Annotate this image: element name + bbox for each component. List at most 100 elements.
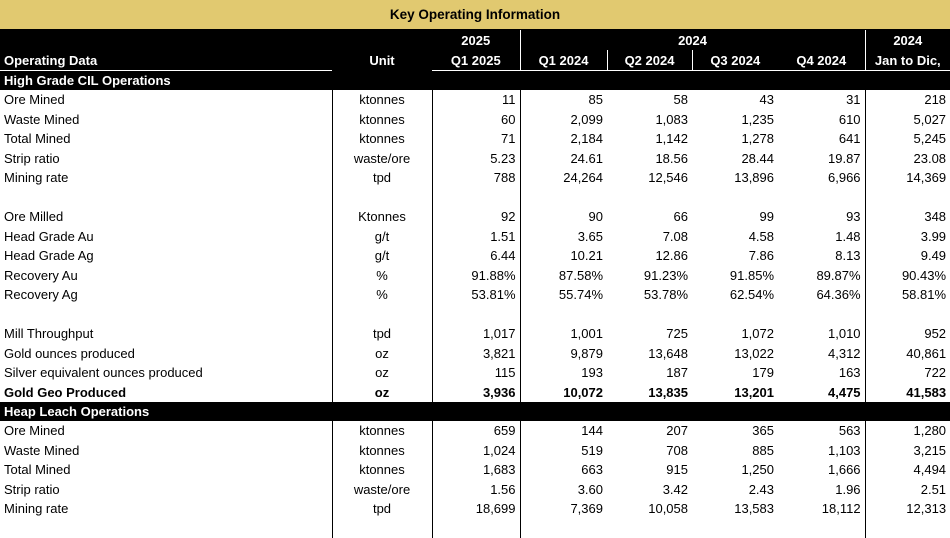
row-value: 8.13 xyxy=(778,246,865,266)
row-unit: tpd xyxy=(332,324,432,344)
row-value: 1,278 xyxy=(692,129,778,149)
row-unit: waste/ore xyxy=(332,480,432,500)
row-label: Mill Throughput xyxy=(0,324,332,344)
row-label: Head Grade Au xyxy=(0,227,332,247)
row-value: 6.44 xyxy=(432,246,520,266)
row-value: 64.36% xyxy=(778,285,865,305)
operating-data-header: Operating Data xyxy=(0,50,332,71)
row-value: 91.85% xyxy=(692,266,778,286)
row-value: 2.51 xyxy=(865,480,950,500)
row-value: 24.61 xyxy=(520,149,607,169)
row-value: 7.08 xyxy=(607,227,692,247)
row-value: 788 xyxy=(432,168,520,188)
row-value: 23.08 xyxy=(865,149,950,169)
row-unit: g/t xyxy=(332,227,432,247)
row-unit: g/t xyxy=(332,246,432,266)
operating-data-table: 2025 2024 2024 Operating Data Unit Q1 20… xyxy=(0,30,950,538)
row-value: 663 xyxy=(520,460,607,480)
row-value: 90 xyxy=(520,207,607,227)
row-value: 1,072 xyxy=(692,324,778,344)
row-value: 12.86 xyxy=(607,246,692,266)
row-unit xyxy=(332,188,432,208)
row-label: Silver equivalent ounces produced xyxy=(0,363,332,383)
row-value: 12,313 xyxy=(865,499,950,519)
row-value xyxy=(432,305,520,325)
row-label: Ore Mined xyxy=(0,421,332,441)
row-value: 179 xyxy=(692,363,778,383)
row-value: 519 xyxy=(520,441,607,461)
row-unit: ktonnes xyxy=(332,110,432,130)
row-value: 6,966 xyxy=(778,168,865,188)
row-value: 1,280 xyxy=(865,421,950,441)
row-value: 43 xyxy=(692,90,778,110)
row-value: 10.21 xyxy=(520,246,607,266)
row-value xyxy=(607,305,692,325)
section-header: Heap Leach Operations xyxy=(0,402,950,421)
row-unit: % xyxy=(332,285,432,305)
row-value: 87.58% xyxy=(520,266,607,286)
row-value: 18.56 xyxy=(607,149,692,169)
row-value: 13,835 xyxy=(607,383,692,403)
row-value: 3.42 xyxy=(607,480,692,500)
row-value: 193 xyxy=(520,363,607,383)
row-label: Waste Mined xyxy=(0,110,332,130)
row-label: Recovery Au xyxy=(0,266,332,286)
row-value xyxy=(432,519,520,538)
row-unit xyxy=(332,519,432,538)
row-value: 18,699 xyxy=(432,499,520,519)
row-value: 18,112 xyxy=(778,499,865,519)
row-value: 144 xyxy=(520,421,607,441)
row-value: 53.78% xyxy=(607,285,692,305)
column-header: Q1 2024 xyxy=(520,50,607,71)
table-title: Key Operating Information xyxy=(0,0,950,30)
column-header: Q3 2024 xyxy=(692,50,778,71)
row-value: 1,103 xyxy=(778,441,865,461)
row-unit: ktonnes xyxy=(332,421,432,441)
column-header: Jan to Dic, xyxy=(865,50,950,71)
row-value: 71 xyxy=(432,129,520,149)
row-value: 3.60 xyxy=(520,480,607,500)
table-row xyxy=(0,188,950,208)
unit-header: Unit xyxy=(332,50,432,71)
row-value: 610 xyxy=(778,110,865,130)
row-value: 66 xyxy=(607,207,692,227)
row-label xyxy=(0,188,332,208)
row-value: 58 xyxy=(607,90,692,110)
row-value: 1,083 xyxy=(607,110,692,130)
row-value: 722 xyxy=(865,363,950,383)
row-value: 13,583 xyxy=(692,499,778,519)
row-value: 13,022 xyxy=(692,344,778,364)
row-label: Strip ratio xyxy=(0,480,332,500)
row-value: 89.87% xyxy=(778,266,865,286)
row-label: Total Mined xyxy=(0,129,332,149)
row-value: 62.54% xyxy=(692,285,778,305)
row-value: 2,099 xyxy=(520,110,607,130)
row-label: Recovery Ag xyxy=(0,285,332,305)
row-value xyxy=(692,519,778,538)
row-value xyxy=(778,188,865,208)
row-value: 14,369 xyxy=(865,168,950,188)
row-unit: ktonnes xyxy=(332,441,432,461)
row-value xyxy=(520,519,607,538)
row-unit: tpd xyxy=(332,499,432,519)
row-value xyxy=(607,519,692,538)
row-value: 13,648 xyxy=(607,344,692,364)
row-value: 60 xyxy=(432,110,520,130)
row-label: Ore Mined xyxy=(0,90,332,110)
row-label: Strip ratio xyxy=(0,149,332,169)
row-label xyxy=(0,519,332,538)
row-label: Gold Geo Produced xyxy=(0,383,332,403)
row-value: 3.99 xyxy=(865,227,950,247)
column-header: Q2 2024 xyxy=(607,50,692,71)
